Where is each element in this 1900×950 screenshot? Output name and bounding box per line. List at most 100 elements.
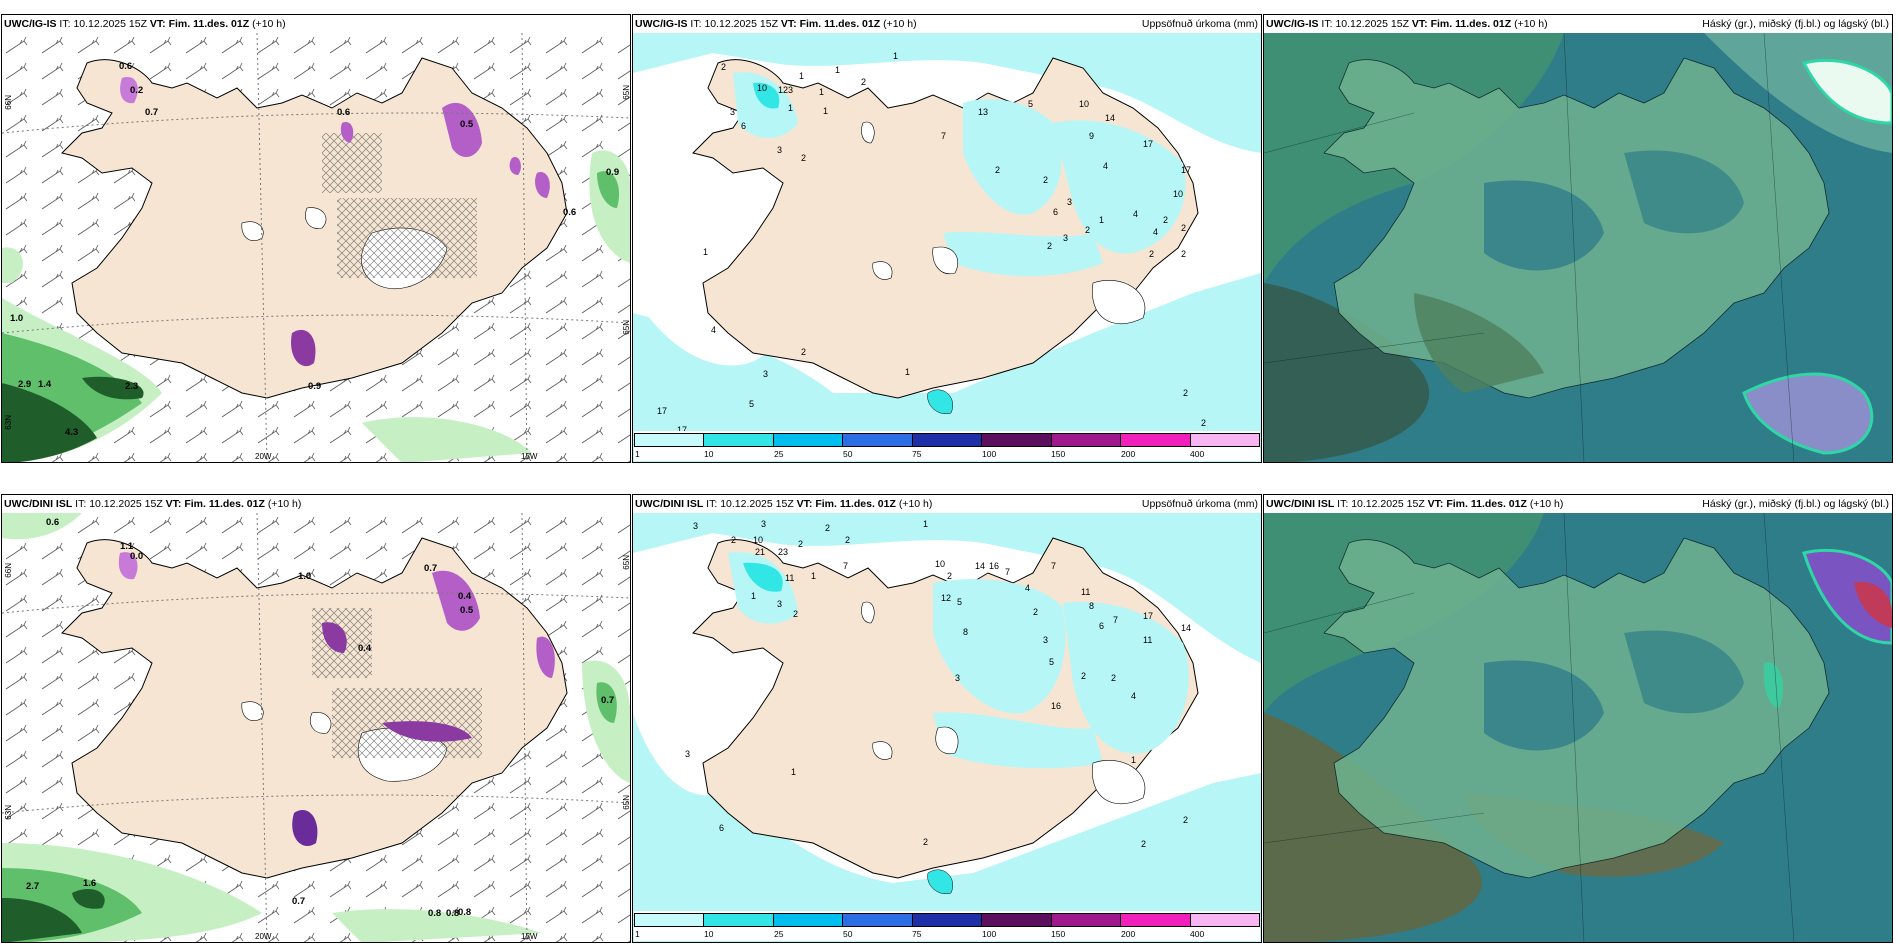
precip-value: 5	[1028, 99, 1034, 109]
precip-value: 1	[835, 65, 841, 75]
precip-value: 1	[799, 71, 805, 81]
precip-value: 16	[1051, 701, 1062, 711]
value-label: 0.6	[337, 107, 351, 118]
cloud-map[interactable]	[1264, 513, 1892, 942]
colorbar-swatch	[843, 914, 913, 926]
colorbar-swatch	[912, 434, 983, 446]
panel-wind-snow-igis: UWC/IG-IS IT: 10.12.2025 15Z VT: Fim. 11…	[1, 14, 631, 463]
value-label: 0.5	[460, 119, 474, 130]
precip-value: 7	[1051, 561, 1057, 571]
colorbar-tick: 50	[843, 449, 853, 459]
colorbar-tick: 25	[774, 929, 784, 939]
precip-value: 4	[711, 325, 717, 335]
value-label: 0.8	[458, 907, 472, 918]
precip-value: 3	[955, 673, 961, 683]
colorbar-swatch	[982, 434, 1052, 446]
precip-value: 2	[1081, 671, 1087, 681]
precip-value: 2	[1163, 215, 1169, 225]
panel-title: Uppsöfnuð úrkoma (mm)	[1141, 498, 1258, 510]
panel-header: UWC/DINI ISL IT: 10.12.2025 15Z VT: Fim.…	[1266, 498, 1564, 510]
precip-value: 10	[1079, 99, 1090, 109]
wind-precip-map[interactable]	[2, 33, 630, 462]
colorbar-tick: 75	[912, 929, 922, 939]
precip-value: 6	[741, 121, 747, 131]
precip-value: 4	[1131, 691, 1137, 701]
precip-value: 3	[761, 519, 767, 529]
precip-value: 14	[1105, 113, 1116, 123]
colorbar-swatch	[912, 914, 983, 926]
precip-value: 6	[719, 823, 725, 833]
precip-value: 2	[845, 535, 851, 545]
precip-value: 4	[1025, 583, 1031, 593]
precip-value: 2	[1201, 418, 1207, 428]
colorbar: 1 10 25 50 75 100 150 200 400	[634, 911, 1260, 941]
precip-value: 10	[753, 535, 764, 545]
colorbar-tick: 200	[1121, 449, 1136, 459]
precip-value: 14	[1181, 623, 1192, 633]
panel-clouds-dini: UWC/DINI ISL IT: 10.12.2025 15Z VT: Fim.…	[1263, 494, 1893, 943]
precip-value: 8	[1089, 601, 1095, 611]
value-label: 0.6	[119, 61, 133, 72]
precip-value: 9	[1089, 131, 1095, 141]
precip-value: 7	[1005, 567, 1011, 577]
lat-tick: 65N	[622, 555, 631, 570]
precip-value: 2	[721, 62, 727, 72]
precip-value: 2	[1181, 249, 1187, 259]
value-label: 4.3	[65, 427, 79, 438]
colorbar-tick: 1	[635, 449, 640, 459]
colorbar-tick: 400	[1190, 449, 1205, 459]
panel-header: UWC/DINI ISL IT: 10.12.2025 15Z VT: Fim.…	[4, 498, 302, 510]
precip-map[interactable]	[633, 33, 1261, 462]
precip-value: 2	[1149, 249, 1155, 259]
precip-value: 3	[1043, 635, 1049, 645]
precip-value: 3	[1063, 233, 1069, 243]
panel-accum-precip-dini: UWC/DINI ISL IT: 10.12.2025 15Z VT: Fim.…	[632, 494, 1262, 943]
precip-value: 2	[1047, 241, 1053, 251]
value-label: 0.9	[606, 167, 620, 178]
precip-value: 2	[801, 153, 807, 163]
cloud-map[interactable]	[1264, 33, 1892, 462]
colorbar-swatch	[704, 914, 774, 926]
value-label: 0.7	[601, 695, 615, 706]
colorbar-tick: 50	[843, 929, 853, 939]
value-label: 2.7	[26, 881, 40, 892]
precip-value: 2	[923, 837, 929, 847]
lon-tick: 20W	[255, 932, 272, 941]
colorbar: 1 10 25 50 75 100 150 200 400	[634, 431, 1260, 461]
colorbar-swatch	[982, 914, 1052, 926]
precip-value: 1	[703, 247, 709, 257]
colorbar-tick: 10	[704, 449, 714, 459]
precip-value: 4	[1153, 227, 1159, 237]
value-label: 1.6	[83, 878, 97, 889]
precip-value: 6	[1053, 207, 1059, 217]
lat-tick: 66N	[4, 563, 13, 578]
wind-precip-map[interactable]	[2, 513, 630, 942]
precip-value: 11	[785, 573, 795, 583]
precip-value: 7	[941, 131, 947, 141]
panel-header: UWC/IG-IS IT: 10.12.2025 15Z VT: Fim. 11…	[1266, 18, 1548, 30]
colorbar-swatch	[1051, 434, 1122, 446]
precip-value: 3	[763, 369, 769, 379]
precip-value: 2	[1183, 388, 1189, 398]
precip-map[interactable]	[633, 513, 1261, 942]
precip-value: 5	[957, 597, 963, 607]
precip-value: 13	[978, 107, 989, 117]
precip-value: 11	[1081, 587, 1091, 597]
precip-value: 12	[941, 593, 952, 603]
precip-value: 2	[1111, 673, 1117, 683]
precip-value: 3	[777, 145, 783, 155]
precip-value: 1	[905, 367, 911, 377]
precip-value: 3	[685, 749, 691, 759]
colorbar-tick: 75	[912, 449, 922, 459]
panel-wind-snow-dini: UWC/DINI ISL IT: 10.12.2025 15Z VT: Fim.…	[1, 494, 631, 943]
precip-value: 1	[778, 85, 784, 95]
precip-value: 7	[843, 561, 849, 571]
value-label: 1.4	[38, 379, 52, 390]
colorbar-swatch	[635, 914, 705, 926]
precip-value: 4	[1103, 161, 1109, 171]
value-label: 0.9	[308, 381, 322, 392]
lat-tick: 65N	[622, 85, 631, 100]
precip-value: 14	[975, 561, 986, 571]
panel-header: UWC/DINI ISL IT: 10.12.2025 15Z VT: Fim.…	[635, 498, 933, 510]
colorbar-tick: 100	[982, 449, 997, 459]
